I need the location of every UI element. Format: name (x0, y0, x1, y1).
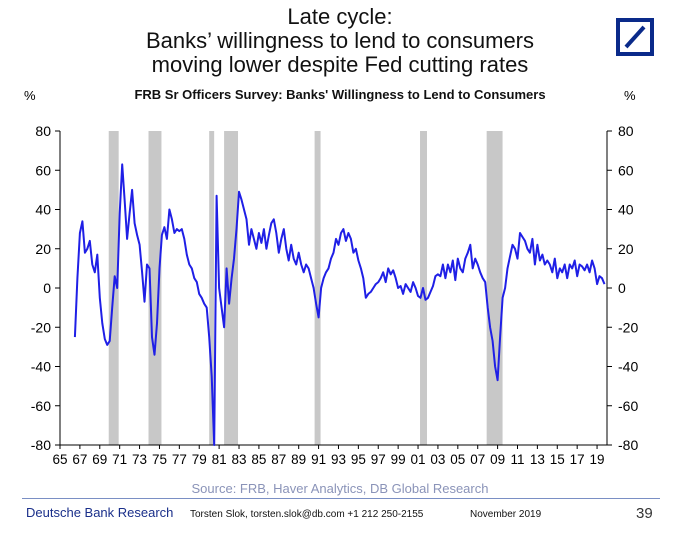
x-tick-label: 15 (550, 452, 565, 467)
deutsche-bank-logo-icon (616, 18, 654, 56)
recession-band (314, 131, 321, 445)
x-tick-label: 87 (271, 452, 286, 467)
x-tick-label: 69 (92, 452, 107, 467)
headline-line-3: moving lower despite Fed cutting rates (151, 52, 529, 77)
y-tick-label-left: -60 (31, 398, 51, 414)
headline-line-1: Late cycle: (287, 4, 393, 29)
y-tick-label-right: -80 (618, 437, 638, 453)
recession-band (148, 131, 162, 445)
y-tick-label-right: -60 (618, 398, 638, 414)
x-tick-label: 93 (331, 452, 346, 467)
y-axis-unit-right: % (624, 88, 636, 103)
x-tick-label: 89 (291, 452, 306, 467)
x-tick-label: 07 (470, 452, 485, 467)
x-tick-label: 97 (371, 452, 386, 467)
y-tick-label-right: -20 (618, 319, 638, 335)
recession-band (486, 131, 503, 445)
y-tick-label-left: -40 (31, 359, 51, 375)
y-tick-label-right: 80 (618, 123, 634, 139)
x-tick-label: 73 (132, 452, 147, 467)
y-tick-label-left: -20 (31, 319, 51, 335)
y-tick-label-left: 40 (35, 202, 51, 218)
x-tick-label: 83 (232, 452, 247, 467)
footer-divider (22, 498, 660, 499)
x-tick-label: 17 (570, 452, 585, 467)
x-tick-label: 95 (351, 452, 366, 467)
headline-line-2: Banks’ willingness to lend to consumers (145, 28, 535, 53)
y-tick-label-left: 80 (35, 123, 51, 139)
x-tick-label: 71 (112, 452, 127, 467)
x-tick-label: 01 (411, 452, 426, 467)
chart-title: FRB Sr Officers Survey: Banks' Willingne… (134, 87, 546, 102)
y-tick-label-right: 20 (618, 241, 634, 257)
footer-brand: Deutsche Bank Research (26, 505, 174, 520)
x-tick-label: 77 (172, 452, 187, 467)
x-tick-label: 99 (391, 452, 406, 467)
y-axis-unit-left: % (24, 88, 36, 103)
y-tick-label-right: 40 (618, 202, 634, 218)
x-tick-label: 67 (72, 452, 87, 467)
x-tick-label: 09 (490, 452, 505, 467)
x-tick-label: 91 (311, 452, 326, 467)
x-tick-label: 03 (430, 452, 445, 467)
series-line (73, 163, 606, 446)
footer-contact: Torsten Slok, torsten.slok@db.com +1 212… (190, 509, 424, 520)
line-chart: 80 80 60 60 40 40 20 20 0 0 -20 -20 -40 -40 -60 -60 -80 -… (31, 123, 639, 467)
x-tick-label: 81 (212, 452, 227, 467)
y-tick-label-left: 0 (43, 280, 51, 296)
y-tick-label-right: 0 (618, 280, 626, 296)
source-note: Source: FRB, Haver Analytics, DB Global … (191, 481, 489, 496)
x-tick-label: 75 (152, 452, 167, 467)
x-tick-label: 65 (52, 452, 67, 467)
x-tick-label: 13 (530, 452, 545, 467)
x-tick-label: 05 (450, 452, 465, 467)
y-tick-label-right: -40 (618, 359, 638, 375)
y-tick-label-right: 60 (618, 162, 634, 178)
recession-band (209, 131, 215, 445)
x-tick-label: 11 (510, 452, 524, 467)
x-tick-label: 85 (251, 452, 266, 467)
x-tick-label: 79 (192, 452, 207, 467)
y-tick-label-left: 60 (35, 162, 51, 178)
page-number: 39 (636, 505, 653, 522)
y-tick-label-left: 20 (35, 241, 51, 257)
y-tick-label-left: -80 (31, 437, 51, 453)
x-tick-label: 19 (590, 452, 605, 467)
footer-date: November 2019 (470, 509, 542, 520)
